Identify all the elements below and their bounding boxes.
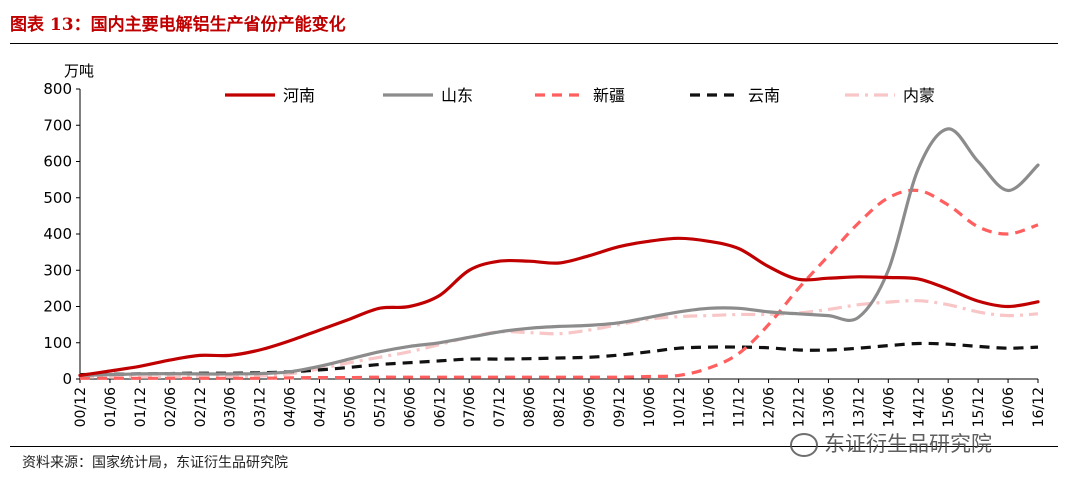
x-tick-label: 13/12 — [851, 387, 867, 427]
figure-title: 图表 13：国内主要电解铝生产省份产能变化 — [10, 15, 346, 35]
legend-label-4: 云南 — [748, 86, 780, 105]
legend-label-2: 山东 — [441, 86, 473, 105]
series-line-3 — [80, 188, 1039, 380]
source-note: 资料来源：国家统计局，东证衍生品研究院 — [22, 455, 288, 471]
x-tick-label: 05/12 — [372, 387, 388, 427]
x-tick-label: 12/12 — [792, 387, 808, 427]
x-tick-label: 05/06 — [342, 387, 358, 427]
x-tick-label: 13/06 — [821, 387, 837, 427]
y-tick-label: 0 — [62, 370, 72, 388]
y-tick-label: 800 — [43, 80, 72, 98]
x-tick-label: 11/12 — [732, 387, 748, 427]
series-line-1 — [78, 236, 1040, 377]
series-line-5 — [80, 299, 1039, 379]
x-tick-label: 16/12 — [1031, 387, 1047, 427]
x-tick-label: 12/06 — [762, 387, 778, 427]
y-tick-label: 500 — [43, 189, 72, 207]
x-tick-label: 07/06 — [462, 387, 478, 427]
x-tick-label: 16/06 — [1001, 387, 1017, 427]
x-tick-label: 14/12 — [911, 387, 927, 427]
x-tick-label: 01/12 — [133, 387, 149, 427]
x-tick-label: 11/06 — [702, 387, 718, 427]
legend-label-3: 新疆 — [593, 86, 625, 105]
x-tick-label: 01/06 — [103, 387, 119, 427]
x-tick-label: 09/12 — [612, 387, 628, 427]
x-tick-label: 15/06 — [941, 387, 957, 427]
x-tick-label: 03/12 — [253, 387, 269, 427]
y-tick-label: 400 — [43, 225, 72, 243]
x-tick-label: 08/06 — [522, 387, 538, 427]
y-tick-label: 600 — [43, 153, 72, 171]
legend-label-1: 河南 — [283, 86, 315, 105]
footer-divider — [10, 446, 1058, 447]
x-tick-label: 04/12 — [313, 387, 329, 427]
y-tick-label: 200 — [43, 298, 72, 316]
x-tick-label: 09/06 — [582, 387, 598, 427]
x-tick-label: 06/06 — [402, 387, 418, 427]
y-tick-label: 700 — [43, 116, 72, 134]
x-tick-label: 07/12 — [492, 387, 508, 427]
series-line-2 — [78, 127, 1040, 377]
series-line-4 — [79, 341, 1039, 377]
x-tick-label: 03/06 — [223, 387, 239, 427]
watermark-text: 东证衍生品研究院 — [824, 432, 992, 456]
wechat-icon — [790, 433, 818, 457]
x-tick-label: 15/12 — [971, 387, 987, 427]
x-tick-label: 14/06 — [881, 387, 897, 427]
y-axis-unit: 万吨 — [64, 62, 94, 80]
x-tick-label: 04/06 — [283, 387, 299, 427]
x-tick-label: 00/12 — [73, 387, 89, 427]
x-tick-label: 10/06 — [642, 387, 658, 427]
y-tick-label: 100 — [43, 334, 72, 352]
x-tick-label: 02/06 — [163, 387, 179, 427]
y-tick-label: 300 — [43, 261, 72, 279]
legend-label-5: 内蒙 — [903, 86, 935, 105]
x-tick-label: 10/12 — [672, 387, 688, 427]
x-tick-label: 02/12 — [193, 387, 209, 427]
x-tick-label: 06/12 — [432, 387, 448, 427]
title-divider — [10, 43, 1058, 44]
watermark: 东证衍生品研究院 — [790, 428, 992, 458]
x-tick-label: 08/12 — [552, 387, 568, 427]
